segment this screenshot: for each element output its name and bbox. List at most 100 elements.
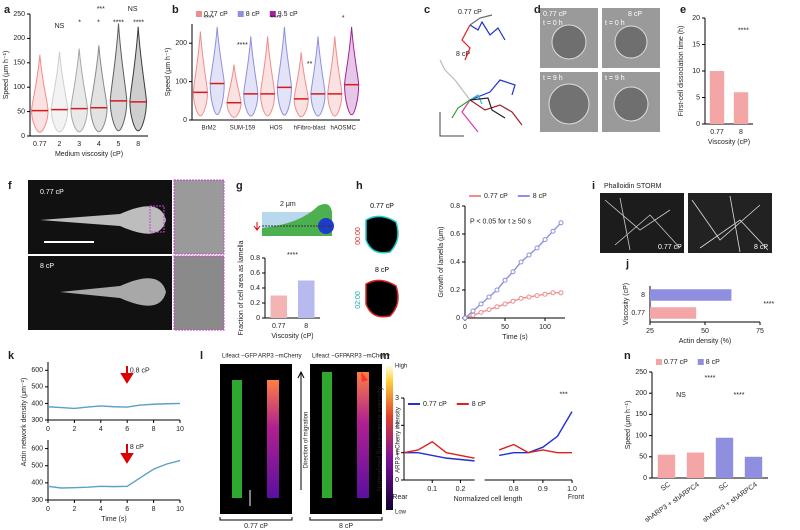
annotation: NS — [128, 6, 138, 13]
arrow — [120, 444, 134, 464]
y-tick-label: 0.6 — [250, 270, 260, 277]
point — [502, 301, 508, 307]
y-tick-label: 300 — [31, 417, 43, 424]
y-axis-label: Fraction of cell area as lamella — [238, 240, 245, 335]
annotation: * — [342, 15, 345, 22]
legend-label: 0.77 cP — [423, 401, 447, 408]
condition-label: 0.77 cP — [244, 523, 268, 530]
x-tick-label: 2 — [72, 426, 76, 433]
y-tick-label: 50 — [17, 108, 25, 115]
legend-swatch — [697, 359, 704, 365]
violin-outline — [327, 36, 343, 117]
line — [47, 459, 181, 489]
x-tick-label: SC — [718, 481, 730, 492]
image-label: 0.77 cP — [370, 203, 394, 210]
y-tick-label: 20 — [692, 15, 700, 22]
y-tick-label: 150 — [13, 60, 25, 67]
legend-swatch — [237, 11, 244, 17]
violin-outline — [129, 26, 147, 132]
channel-label: Lifeact –GFP — [222, 354, 257, 360]
x-axis-label: Viscosity (cP) — [271, 333, 313, 340]
bar — [270, 295, 287, 318]
annotation: **** — [738, 28, 749, 35]
x-tick-label: 0 — [46, 506, 50, 513]
point — [534, 293, 540, 299]
y-tick-label: 250 — [13, 11, 25, 18]
x-tick-label: SC — [660, 481, 672, 492]
x-tick-label: 100 — [539, 324, 551, 331]
point — [478, 309, 484, 315]
point — [510, 298, 516, 304]
x-tick-label: 0 — [46, 426, 50, 433]
y-axis-label: Actin network density (μm⁻²) — [21, 378, 28, 467]
colorbar-title: ARP3–mCherry intensity — [396, 407, 402, 473]
time-label: t = 0 h — [605, 20, 625, 27]
condition-label: 8 cP — [628, 11, 642, 18]
legend-label: 0.77 cP — [664, 359, 688, 366]
annotation: **** — [271, 15, 282, 22]
y-tick-label: 0.8 — [450, 203, 460, 210]
bar — [298, 280, 315, 318]
y-tick-label: 0.4 — [250, 285, 260, 292]
violin-outline — [50, 51, 69, 133]
y-axis-label: Speed (μm h⁻¹) — [3, 51, 10, 100]
x-axis-label: Normalized cell length — [454, 496, 523, 503]
x-tick-label: 0.77 — [272, 323, 286, 330]
x-tick-label: 0.1 — [427, 486, 437, 493]
x-tick-label: hAOSMC — [331, 126, 357, 132]
x-axis-label: Viscosity (cP) — [708, 139, 750, 146]
y-tick-label: 10 — [692, 68, 700, 75]
image-title: Phalloidin STORM — [604, 183, 662, 190]
annotation: **** — [203, 15, 214, 22]
annotation: 0.8 cP — [130, 368, 150, 375]
x-axis-label: Medium viscosity (cP) — [55, 151, 123, 158]
y-tick-label: 1 — [395, 450, 399, 457]
annotation: *** — [97, 6, 105, 13]
panel-label: k — [8, 350, 15, 362]
violin-outline — [293, 52, 309, 118]
bar — [715, 437, 734, 478]
violin-outline — [260, 36, 276, 117]
x-tick-label: 6 — [125, 426, 129, 433]
y-tick-label: 500 — [31, 384, 43, 391]
y-tick-label: 100 — [13, 84, 25, 91]
legend-label: 8 cP — [706, 359, 720, 366]
y-tick-label: 150 — [635, 411, 647, 418]
y-tick-label: 400 — [31, 480, 43, 487]
colorbar — [386, 366, 393, 510]
time-label: t = 9 h — [543, 75, 563, 82]
x-tick-label: 0.2 — [456, 486, 466, 493]
y-tick-label: 0.6 — [450, 231, 460, 238]
y-tick-label: 400 — [31, 400, 43, 407]
channel-label: Lifeact –GFP — [312, 354, 347, 360]
legend-swatch — [269, 11, 276, 17]
condition-label: 8 cP — [40, 263, 54, 270]
point — [462, 315, 468, 321]
x-tick-label: shARP3 + shARPC4 — [644, 481, 701, 524]
x-end-label: Front — [568, 494, 584, 501]
legend-swatch — [196, 11, 202, 17]
panel-label: i — [592, 180, 595, 192]
panel-label: h — [356, 180, 363, 192]
x-tick-label: 0 — [463, 324, 467, 331]
y-tick-label: 500 — [31, 463, 43, 470]
point — [470, 308, 476, 314]
x-tick-label: 8 — [152, 506, 156, 513]
y-axis-label: Speed (μm h⁻¹) — [625, 401, 632, 450]
annotation: *** — [560, 392, 568, 399]
x-tick-label: 8 — [739, 129, 743, 136]
legend-label: 0.77 cP — [484, 193, 508, 200]
annotation: 8 cP — [130, 444, 144, 451]
y-tick-label: 0 — [456, 315, 460, 322]
x-tick-label: 4 — [97, 141, 101, 148]
bar — [744, 456, 763, 478]
micrographs — [365, 215, 399, 318]
x-tick-label: 50 — [701, 328, 709, 335]
image-label: 00:00 — [355, 227, 362, 245]
annotation: **** — [763, 301, 774, 308]
x-tick-label: 25 — [646, 328, 654, 335]
point — [558, 220, 564, 226]
bar — [733, 92, 749, 124]
violin-outline — [31, 54, 49, 133]
inset-label: 2 μm — [280, 201, 296, 208]
